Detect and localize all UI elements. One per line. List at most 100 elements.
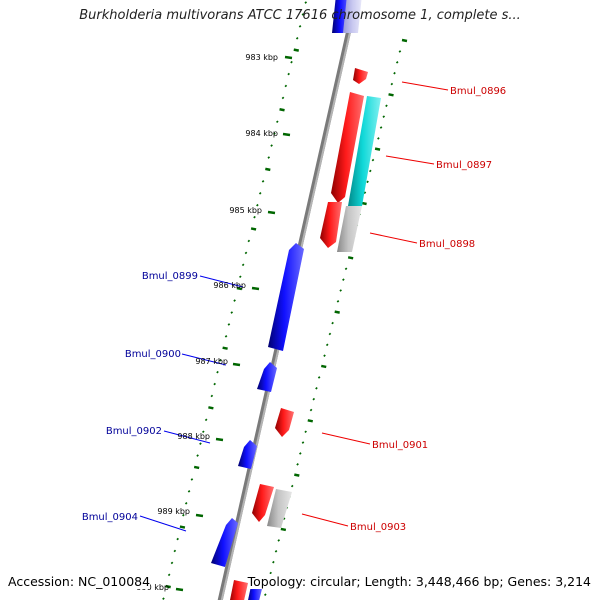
cds-bmul-0904[interactable]	[211, 518, 238, 567]
gene-label-bmul-0900[interactable]: Bmul_0900	[125, 349, 181, 360]
track-dot	[187, 490, 191, 493]
track-dot	[307, 419, 314, 423]
track-dot	[347, 256, 354, 260]
track-dot	[173, 549, 177, 553]
track-dot	[233, 299, 236, 302]
tick-mark	[175, 587, 184, 592]
rna-bmul-0897[interactable]	[348, 96, 381, 206]
track-dot	[301, 441, 305, 444]
gene-label-bmul-0899[interactable]: Bmul_0899	[142, 271, 198, 282]
track-dot	[265, 167, 271, 172]
track-dot	[325, 343, 329, 347]
gene-label-bmul-0897[interactable]: Bmul_0897	[436, 160, 492, 171]
track-dot	[193, 465, 200, 470]
gene-bmul-0898[interactable]	[337, 206, 362, 252]
track-dot	[366, 180, 369, 184]
track-dot	[274, 549, 278, 553]
track-dot	[267, 156, 271, 159]
tick-label-986: 986 kbp	[213, 281, 246, 290]
tick-mark	[251, 286, 260, 291]
track-dot	[368, 169, 372, 173]
feature-partial-bottom-blue	[248, 586, 262, 600]
track-dot	[165, 584, 171, 589]
track-dot	[269, 571, 272, 575]
cds-bmul-0898[interactable]	[320, 202, 342, 248]
leader-line-0903	[301, 513, 349, 527]
track-dot	[204, 418, 208, 422]
track-dot	[227, 323, 231, 326]
track-dot	[219, 358, 222, 362]
cds-bmul-0896[interactable]	[353, 68, 368, 84]
tick-label-990: 990 kbp	[136, 583, 169, 592]
gene-label-bmul-0903[interactable]: Bmul_0903	[350, 522, 406, 533]
track-dot	[363, 191, 367, 195]
track-dot	[385, 104, 388, 108]
track-dot	[342, 278, 345, 281]
track-dot	[199, 442, 202, 445]
track-dot	[184, 501, 188, 505]
track-dots	[162, 1, 408, 600]
track-dot	[210, 394, 214, 398]
track-dot	[323, 354, 326, 358]
cds-bmul-0903[interactable]	[252, 484, 274, 522]
cds-bmul-0900[interactable]	[257, 362, 277, 392]
track-dot	[196, 454, 199, 457]
gene-label-bmul-0896[interactable]: Bmul_0896	[450, 86, 506, 97]
track-dot	[317, 376, 321, 379]
track-dot	[162, 597, 165, 600]
track-dot	[309, 408, 313, 412]
track-dot	[290, 484, 294, 488]
track-dot	[339, 289, 342, 292]
gene-bmul-0903[interactable]	[267, 489, 292, 528]
cds-bmul-0897[interactable]	[331, 92, 364, 203]
cds-bmul-0899[interactable]	[268, 243, 304, 351]
track-dot	[216, 370, 219, 374]
track-dot	[388, 93, 394, 97]
gene-label-bmul-0904[interactable]: Bmul_0904	[82, 512, 138, 523]
track-dot	[301, 13, 305, 16]
track-dot	[287, 72, 290, 76]
track-dot	[284, 84, 288, 88]
feature-partial-bottom-red	[230, 580, 248, 600]
track-dot	[320, 364, 327, 369]
tick-label-985: 985 kbp	[229, 206, 262, 215]
track-dot	[236, 286, 243, 291]
track-dot	[331, 321, 334, 325]
features	[211, 0, 381, 600]
track-dot	[295, 36, 299, 40]
track-dot	[290, 60, 293, 64]
gene-label-bmul-0901[interactable]: Bmul_0901	[372, 440, 428, 451]
track-dot	[182, 513, 185, 517]
gene-label-bmul-0898[interactable]: Bmul_0898	[419, 239, 475, 250]
leader-line-0900	[181, 353, 227, 366]
track-dot	[230, 311, 234, 314]
leader-line-0896	[401, 81, 449, 91]
track-dot	[312, 397, 316, 401]
track-dot	[241, 263, 245, 267]
track-dot	[222, 346, 228, 350]
track-dot	[256, 203, 259, 207]
track-dot	[201, 430, 205, 434]
track-dot	[395, 61, 399, 64]
cds-bmul-0902[interactable]	[238, 440, 257, 469]
track-dot	[296, 463, 299, 466]
gene-label-bmul-0902[interactable]: Bmul_0902	[106, 426, 162, 437]
leader-line-0901	[321, 432, 371, 445]
track-dot	[272, 560, 275, 564]
track-dot	[250, 227, 257, 231]
topology-summary: Topology: circular; Length: 3,448,466 bp…	[247, 574, 591, 589]
track-dot	[170, 561, 174, 565]
track-dot	[336, 300, 340, 303]
track-dot	[379, 126, 383, 129]
leader-line-0902	[163, 430, 211, 444]
track-dot	[382, 115, 386, 118]
track-dot	[374, 147, 381, 151]
track-dot	[179, 525, 186, 529]
tick-label-983: 983 kbp	[245, 53, 278, 62]
cds-bmul-0901[interactable]	[275, 408, 294, 437]
leader-line-0897	[385, 155, 435, 165]
track-dot	[176, 537, 179, 541]
track-dot	[293, 48, 300, 52]
track-dot	[238, 275, 242, 279]
